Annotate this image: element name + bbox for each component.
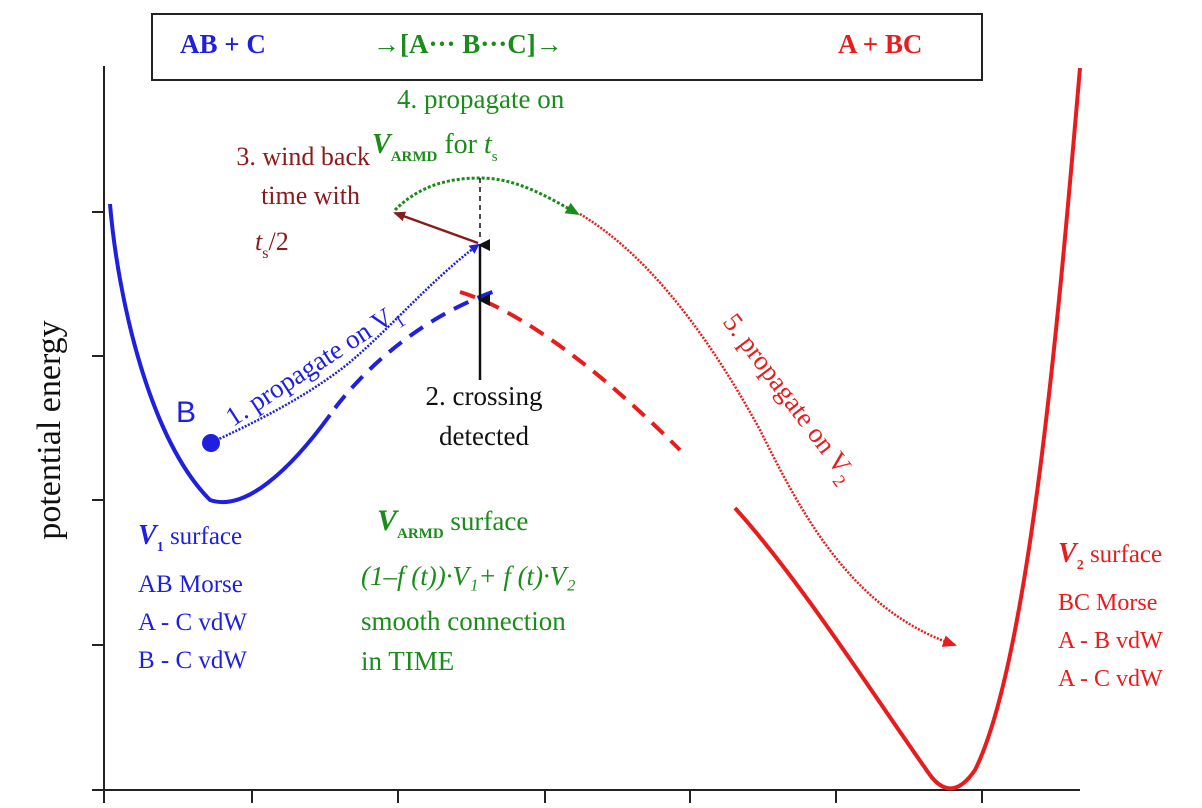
windback-arrow xyxy=(393,211,479,245)
point-b-marker xyxy=(202,434,220,452)
step3-label-line1: 3. wind back xyxy=(236,142,370,171)
armd-block-formula: (1–f (t))·V₁+ f (t)·V₂ xyxy=(361,561,576,591)
header-products: A + BC xyxy=(838,29,922,59)
step4-label-line1: 4. propagate on xyxy=(397,84,565,114)
step2-label-line2: detected xyxy=(439,421,529,451)
step5-label-group: 5. propagate on V2 xyxy=(712,308,862,491)
step2-label-line1: 2. crossing xyxy=(426,381,543,411)
v2-surface-curve xyxy=(733,67,1082,791)
v2-surface-dashed xyxy=(459,290,682,452)
header-box xyxy=(151,13,983,81)
y-axis-label: potential energy xyxy=(31,320,68,539)
step1-label: 1. propagate on V1 xyxy=(220,297,409,437)
v1-surface-curve xyxy=(108,203,332,504)
step5-label: 5. propagate on V2 xyxy=(712,308,862,491)
v2-block-line: BC Morse xyxy=(1058,590,1157,616)
v1-block-line: B - C vdW xyxy=(138,647,247,674)
header-transition-state: →[A··· B···C]→ xyxy=(373,29,563,59)
header-reactants: AB + C xyxy=(180,29,266,59)
step3-label-line3: ts/2 xyxy=(255,227,289,262)
armd-block-line: in TIME xyxy=(361,646,454,676)
armd-block-title: VARMD surface xyxy=(377,504,528,542)
v2-block-line: A - B vdW xyxy=(1058,628,1163,654)
v2-block-title: V2 surface xyxy=(1058,538,1162,573)
x-axis-ticks xyxy=(103,790,983,803)
v1-block-title: V1 surface xyxy=(138,520,242,555)
y-axis-ticks xyxy=(92,211,104,791)
step5-trajectory xyxy=(579,212,957,647)
point-b-label: B xyxy=(176,396,196,429)
v1-block-line: AB Morse xyxy=(138,571,243,598)
step4-label-line2: VARMD for ts xyxy=(372,129,498,165)
v2-block-line: A - C vdW xyxy=(1058,666,1163,692)
v1-surface-dashed xyxy=(333,288,499,410)
v1-block-line: A - C vdW xyxy=(138,609,247,636)
step1-label-group: 1. propagate on V1 xyxy=(220,297,409,437)
step3-label-line2: time with xyxy=(261,181,360,210)
armd-block-line: smooth connection xyxy=(361,606,566,636)
armd-trajectory xyxy=(393,176,580,216)
